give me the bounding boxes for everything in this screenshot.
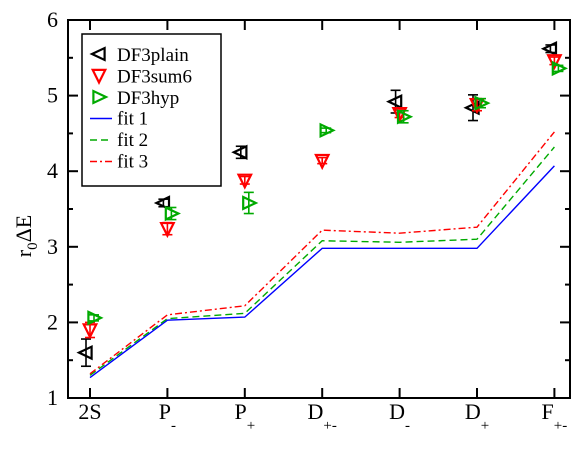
x-tick-label: D-	[389, 399, 410, 434]
fit-line-fit-2	[89, 146, 555, 376]
data-point-DF3plain	[231, 144, 248, 160]
data-point-DF3sum6	[81, 323, 99, 340]
data-point-DF3hyp	[474, 95, 491, 111]
data-point-DF3sum6	[236, 173, 253, 190]
legend-label-DF3plain: DF3plain	[117, 45, 189, 66]
data-point-DF3sum6	[314, 153, 331, 171]
data-point-DF3plain	[76, 344, 93, 361]
data-point-DF3plain	[540, 41, 558, 57]
data-point-DF3sum6	[546, 54, 563, 71]
legend-label-DF3hyp: DF3hyp	[117, 88, 179, 109]
legend-marker-DF3sum6	[90, 68, 108, 85]
data-point-DF3hyp	[551, 60, 568, 77]
fit-line-fit-3	[89, 131, 555, 375]
x-tick-label: P+	[234, 399, 255, 434]
data-point-DF3hyp	[319, 122, 336, 139]
data-point-DF3hyp	[242, 195, 259, 211]
data-point-DF3hyp	[87, 310, 104, 326]
data-point-DF3hyp	[396, 109, 414, 125]
legend-marker-DF3plain	[89, 46, 106, 62]
legend-label-fit-2: fit 2	[117, 130, 148, 151]
y-tick-label: 6	[47, 7, 58, 32]
y-tick-label: 2	[47, 309, 58, 334]
data-point-DF3sum6	[391, 107, 408, 124]
data-point-DF3sum6	[159, 221, 176, 239]
x-tick-label: 2S	[78, 399, 101, 424]
y-tick-label: 1	[47, 385, 58, 410]
x-tick-label: P-	[159, 399, 176, 434]
data-point-DF3hyp	[164, 205, 181, 222]
legend-label-fit-3: fit 3	[117, 152, 148, 173]
data-point-DF3plain	[153, 195, 171, 211]
legend-marker-DF3hyp	[92, 89, 109, 105]
fit-line-fit-1	[89, 165, 555, 379]
legend-label-fit-1: fit 1	[117, 109, 148, 130]
y-axis-label: r0ΔE	[11, 215, 41, 257]
legend-label-DF3sum6: DF3sum6	[117, 67, 192, 88]
y-tick-label: 4	[47, 158, 58, 183]
data-point-DF3plain	[386, 93, 403, 110]
y-tick-label: 3	[47, 234, 58, 259]
x-tick-label: D+-	[308, 399, 337, 434]
x-tick-label: F+-	[542, 399, 568, 434]
x-tick-label: D+	[465, 399, 489, 434]
y-tick-label: 5	[47, 83, 58, 108]
